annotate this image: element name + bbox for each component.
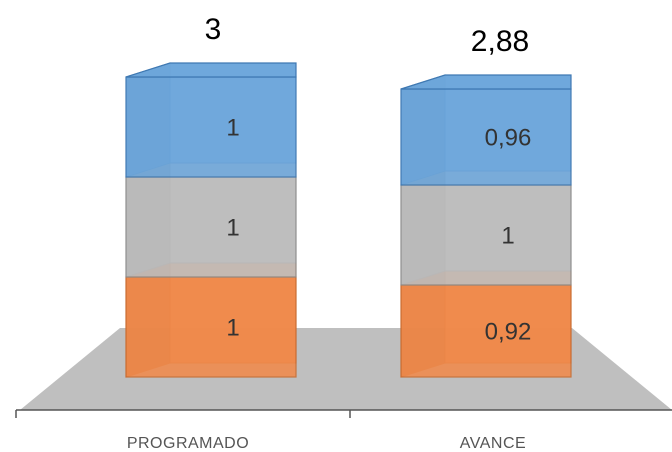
bars-group <box>125 62 572 378</box>
bar-front-avance-middle <box>400 184 572 286</box>
bar-top-programado-top <box>125 62 297 78</box>
bar-front-avance-bottom <box>400 284 572 378</box>
data-label-avance-bottom: 0,92 <box>485 318 532 345</box>
total-label-programado: 3 <box>205 13 222 46</box>
category-label-programado: PROGRAMADO <box>127 435 249 452</box>
chart-floor <box>20 328 672 410</box>
data-label-avance-middle: 1 <box>501 222 514 249</box>
bar-top-avance-top <box>400 74 572 90</box>
bar-front-programado-top <box>125 76 297 178</box>
labels-group: 1 1 1 3 0,92 1 0,96 2,88 <box>205 13 532 345</box>
data-label-programado-top: 1 <box>226 114 239 141</box>
bar-front-programado-middle <box>125 176 297 278</box>
data-label-programado-middle: 1 <box>226 214 239 241</box>
bar-front-programado-bottom <box>125 276 297 378</box>
total-label-avance: 2,88 <box>471 25 529 58</box>
data-label-programado-bottom: 1 <box>226 314 239 341</box>
category-label-avance: AVANCE <box>460 435 526 452</box>
data-label-avance-top: 0,96 <box>485 124 532 151</box>
